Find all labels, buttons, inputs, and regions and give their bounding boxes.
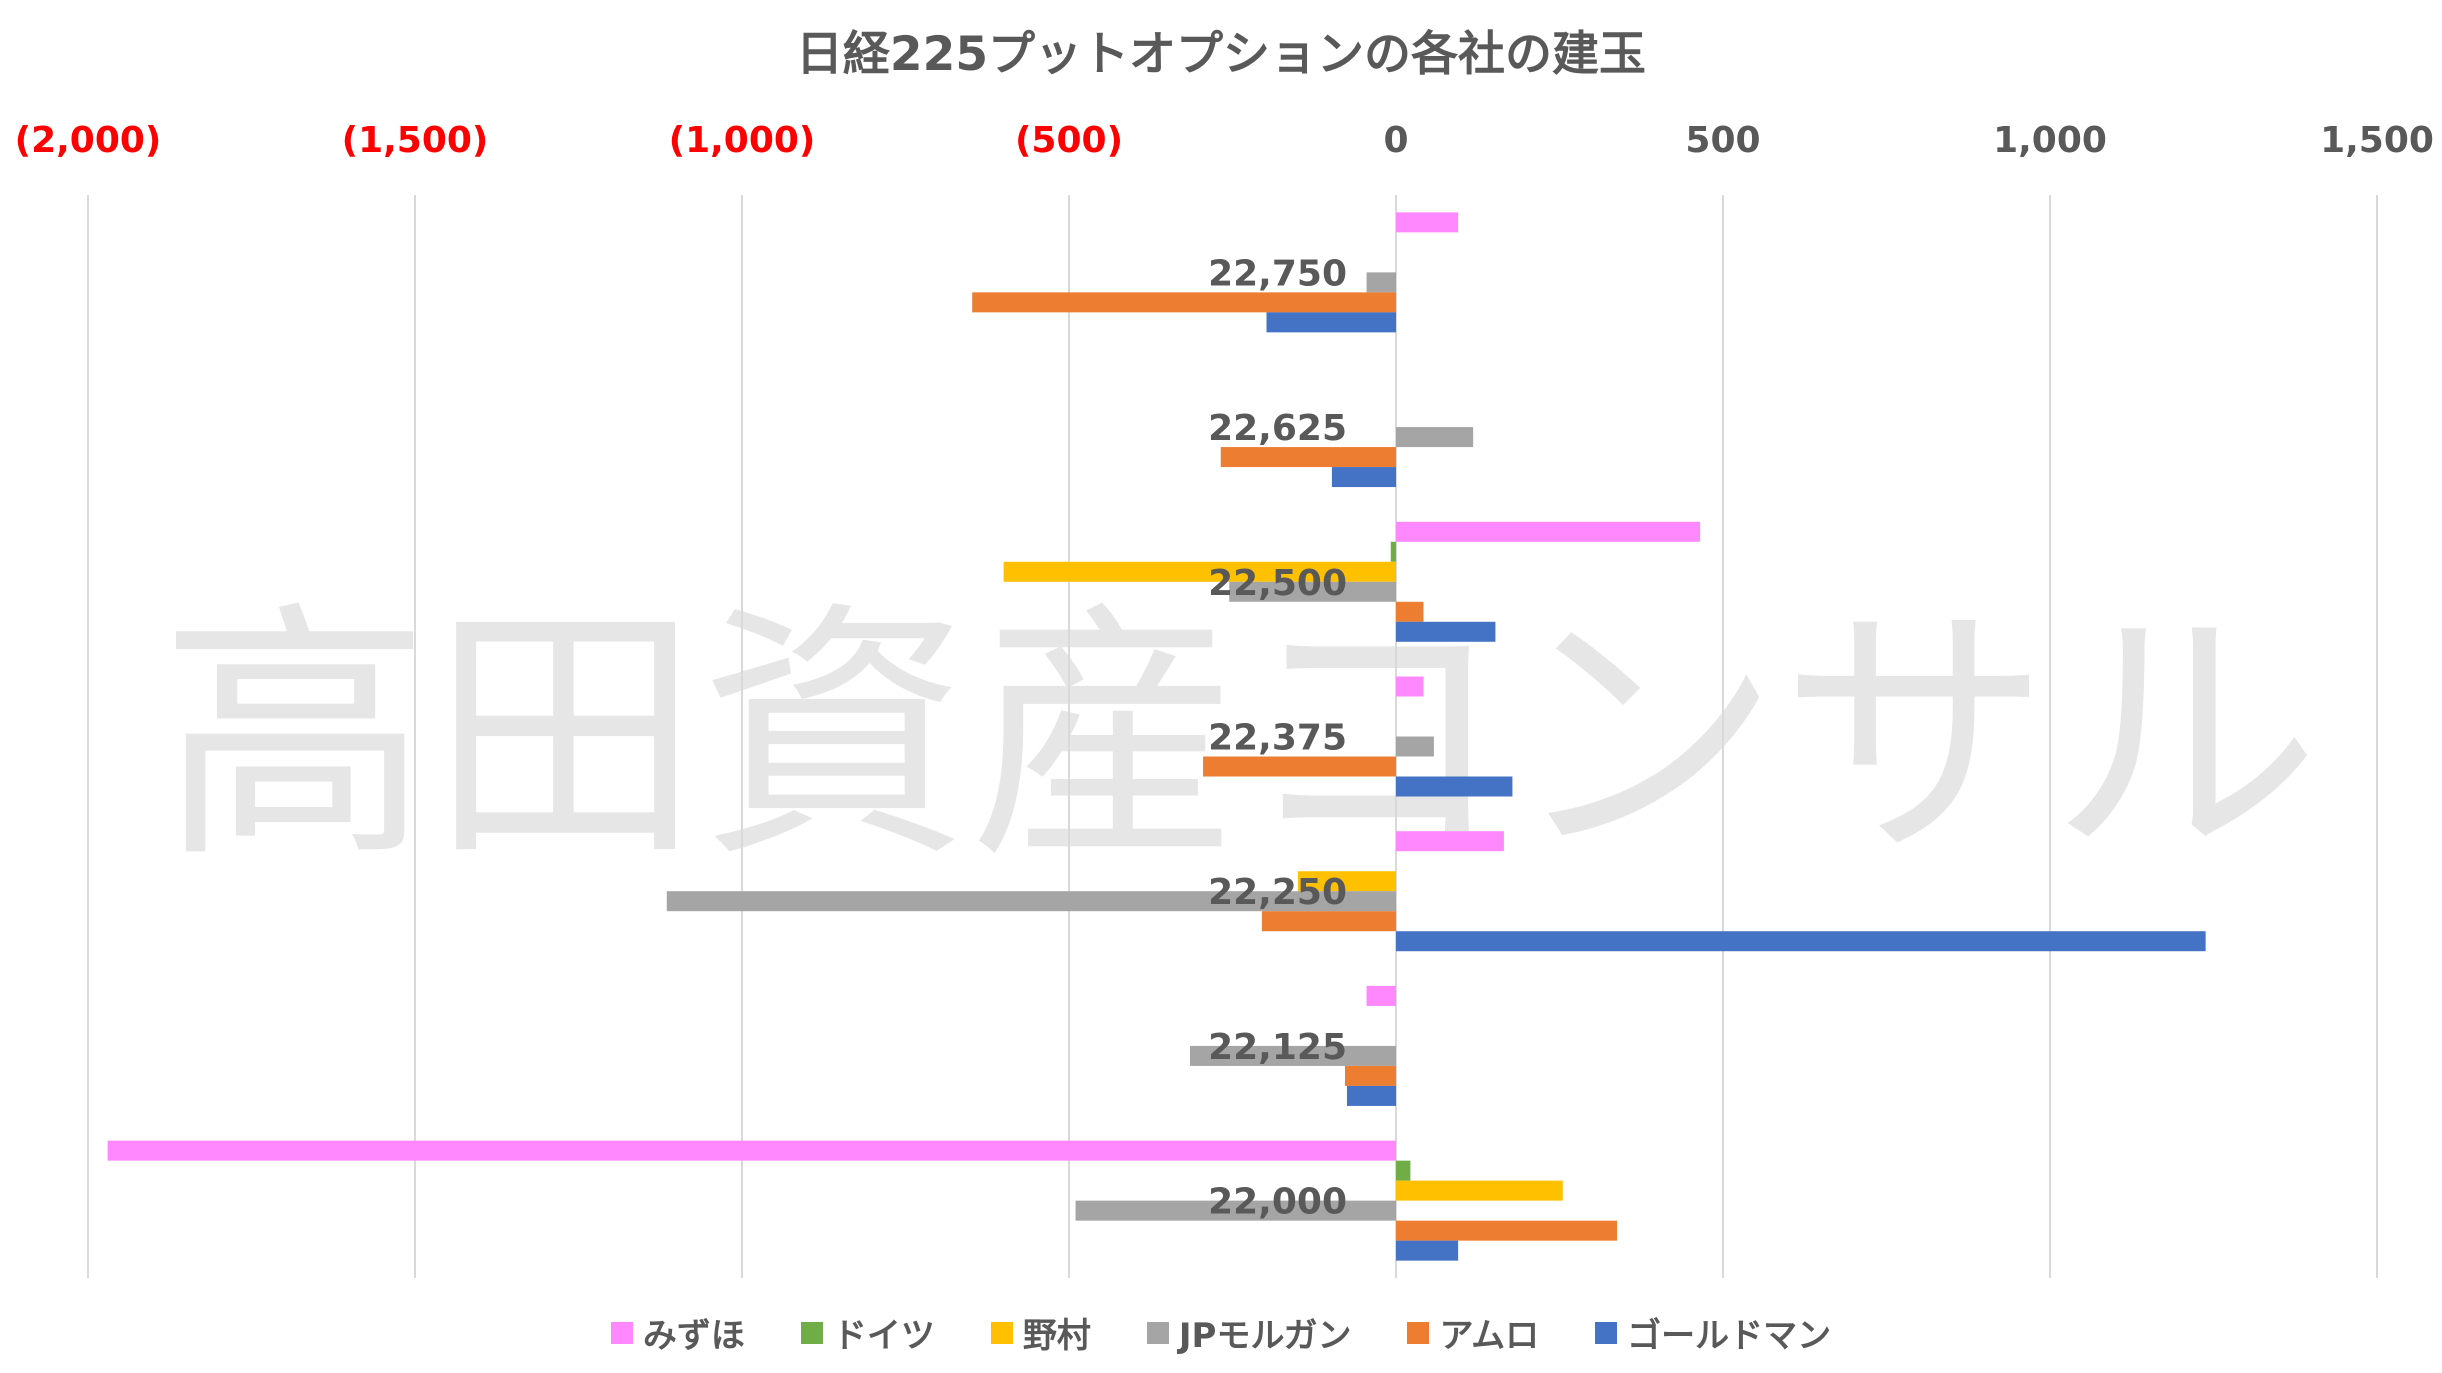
bar [1331,467,1396,488]
category-label: 22,000 [1208,1182,1347,1223]
category-label: 22,125 [1208,1027,1347,1068]
legend-label: ドイツ [832,1316,935,1356]
chart-svg: 高田資産コンサル 日経225プットオプションの各社の建玉 (2,000) (1,5… [15,27,2434,1278]
legend: みずほ ドイツ 野村 JPモルガン アムロ ゴールドマン [0,1308,2442,1357]
bar [1266,312,1396,333]
legend-item: JPモルガン [1146,1308,1352,1357]
bar [1346,1085,1396,1106]
bar [1075,1200,1396,1221]
bar [1396,621,1496,642]
legend-item: アムロ [1407,1308,1539,1357]
bar [1396,1240,1459,1261]
bar [1366,272,1396,293]
x-tick-label: (1,000) [669,120,816,161]
x-tick-label: (1,500) [342,120,489,161]
bar [1396,1180,1563,1201]
legend-swatch [610,1321,633,1344]
bar [1396,1160,1411,1181]
bar [972,292,1396,313]
chart-title: 日経225プットオプションの各社の建玉 [796,27,1646,82]
x-tick-label: 1,000 [1993,120,2107,161]
legend-item: みずほ [610,1308,745,1357]
bar [1390,541,1396,562]
legend-label: ゴールドマン [1627,1316,1832,1356]
bar [1003,561,1396,582]
bar [1297,871,1396,892]
bar [1396,931,2206,952]
legend-label: みずほ [642,1316,745,1356]
bar [1396,736,1434,757]
bar [1189,1045,1396,1066]
legend-item: 野村 [990,1308,1091,1357]
category-label: 22,250 [1208,872,1347,913]
category-labels: 22,750 22,625 22,500 22,375 22,250 22,125 22,0… [1208,253,1347,1222]
bar [1344,1065,1396,1086]
category-label: 22,500 [1208,563,1347,604]
bar [1396,831,1504,852]
legend-item: ゴールドマン [1595,1308,1831,1357]
bar [107,1140,1397,1161]
bar [1396,776,1513,797]
bar [1396,427,1474,448]
category-label: 22,750 [1208,253,1347,294]
bar [1261,911,1396,932]
legend-swatch [800,1321,823,1344]
watermark: 高田資産コンサル [160,579,2320,894]
legend-item: ドイツ [800,1308,935,1357]
x-tick-label: (500) [1015,120,1123,161]
category-label: 22,375 [1208,718,1347,759]
bar [1220,447,1396,468]
grid-lines [87,195,2378,1278]
category-label: 22,625 [1208,408,1347,449]
legend-label: アムロ [1439,1316,1540,1356]
legend-swatch [1407,1321,1430,1344]
bar [1366,985,1396,1006]
bar [1396,601,1424,622]
bar [1229,581,1396,602]
legend-swatch [990,1321,1013,1344]
x-axis-tick-labels: (2,000) (1,500) (1,000) (500) 0 500 1,000 1,500 [15,120,2434,161]
legend-label: 野村 [1022,1316,1091,1356]
bar [1396,212,1459,233]
bars [107,212,2206,1261]
bar [666,891,1396,912]
x-tick-label: 1,500 [2320,120,2434,161]
legend-swatch [1146,1321,1169,1344]
bar [1396,1220,1618,1241]
x-tick-label: 0 [1383,120,1408,161]
bar [1396,521,1701,542]
x-tick-label: 500 [1685,120,1760,161]
bar [1396,676,1424,697]
x-tick-label: (2,000) [15,120,162,161]
bar [1203,756,1396,777]
legend-swatch [1595,1321,1618,1344]
legend-label: JPモルガン [1178,1316,1352,1356]
